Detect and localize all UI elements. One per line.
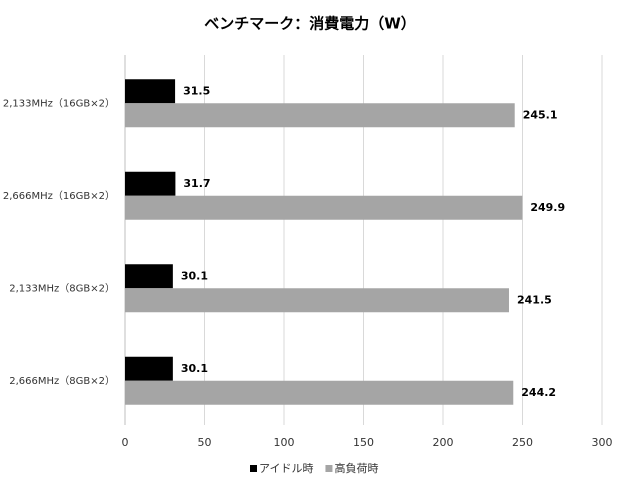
- x-tick-label: 100: [274, 436, 295, 449]
- bar: [125, 356, 173, 381]
- x-tick-label: 0: [122, 436, 129, 449]
- y-tick-label: 2,666MHz（8GB×2）: [9, 375, 115, 387]
- y-tick-label: 2,666MHz（16GB×2）: [3, 190, 115, 202]
- value-label: 241.5: [517, 293, 552, 306]
- bar: [125, 264, 173, 289]
- bar: [125, 195, 523, 220]
- value-label: 31.7: [183, 177, 210, 190]
- value-label: 244.2: [521, 386, 556, 399]
- y-tick-label: 2,133MHz（8GB×2）: [9, 282, 115, 294]
- bar: [125, 79, 176, 104]
- y-tick-label: 2,133MHz（16GB×2）: [3, 97, 115, 109]
- bar: [125, 380, 514, 405]
- legend-label: アイドル時: [259, 462, 313, 475]
- x-tick-label: 200: [433, 436, 454, 449]
- legend-label: 高負荷時: [334, 461, 378, 475]
- x-tick-label: 300: [592, 436, 613, 449]
- chart-title: ベンチマーク：消費電力（W）: [204, 15, 416, 33]
- legend-swatch: [325, 465, 333, 472]
- x-tick-label: 250: [512, 436, 533, 449]
- x-tick-label: 50: [198, 436, 212, 449]
- x-tick-label: 150: [353, 436, 374, 449]
- value-label: 30.1: [181, 269, 208, 282]
- value-label: 245.1: [523, 108, 558, 121]
- value-label: 31.5: [183, 84, 210, 97]
- legend-swatch: [250, 465, 257, 472]
- value-label: 249.9: [530, 201, 565, 214]
- bar: [125, 103, 515, 128]
- value-label: 30.1: [181, 362, 208, 375]
- bar: [125, 288, 509, 313]
- bar: [125, 171, 176, 196]
